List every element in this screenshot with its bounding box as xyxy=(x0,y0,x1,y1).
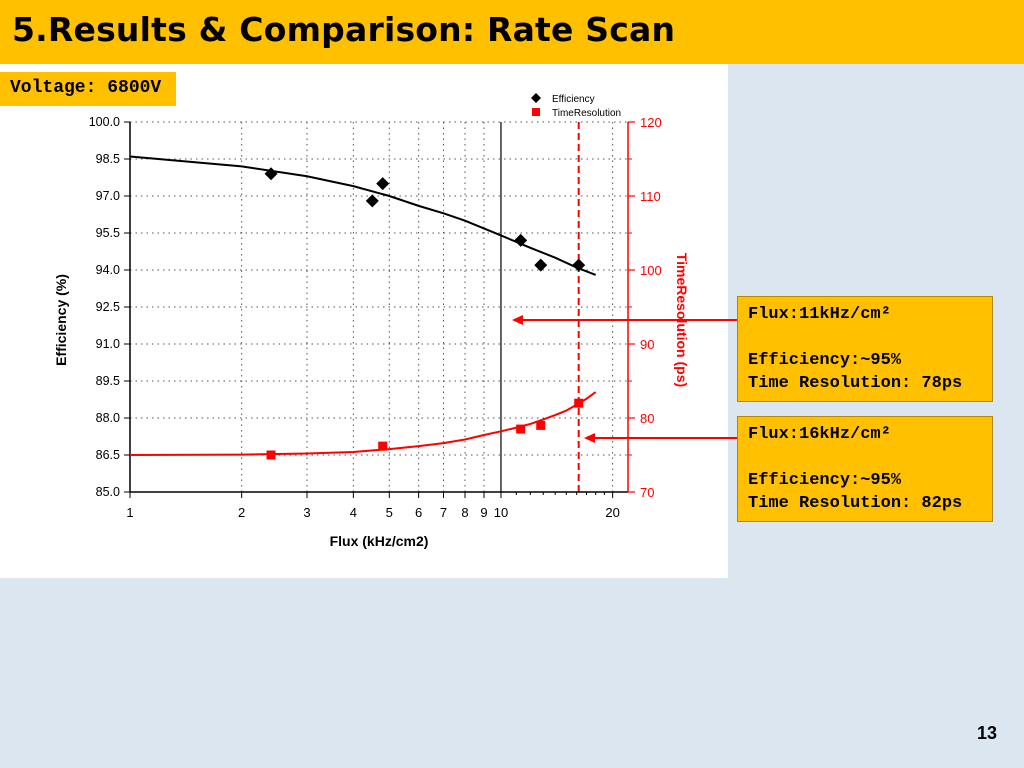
y-tick-label: 94.0 xyxy=(96,263,120,277)
y-tick-label: 95.5 xyxy=(96,226,120,240)
y-tick-label: 86.5 xyxy=(96,448,120,462)
efficiency-point xyxy=(534,258,548,272)
fit-line-timeresolution xyxy=(129,391,597,456)
x-tick-label: 20 xyxy=(605,505,619,520)
y2-tick-label: 100 xyxy=(640,263,662,278)
y2-tick-label: 110 xyxy=(640,189,661,204)
y-axis-label: Efficiency (%) xyxy=(53,274,69,366)
slide-title: 5.Results & Comparison: Rate Scan xyxy=(12,10,676,49)
y2-tick-label: 70 xyxy=(640,485,654,500)
y2-tick-label: 80 xyxy=(640,411,654,426)
timeresolution-point xyxy=(536,420,546,430)
x-tick-label: 4 xyxy=(350,505,357,520)
rate-scan-chart: 1 2 3 4 5 6 7 8 9 10 20 85.0 86.5 88.0 89.5 91.0 92.5 94.… xyxy=(53,93,728,549)
legend-diamond-icon xyxy=(531,93,541,103)
y2-tick-label: 120 xyxy=(640,115,662,130)
legend-square-icon xyxy=(532,108,540,116)
arrow-16khz-head xyxy=(584,433,595,443)
x-tick-label: 5 xyxy=(386,505,393,520)
y-tick-label: 85.0 xyxy=(96,485,120,499)
y-tick-label: 97.0 xyxy=(96,189,120,203)
annotation-box-11khz: Flux:11kHz/cm² Efficiency:~95% Time Reso… xyxy=(737,296,993,402)
legend-label: Efficiency xyxy=(552,94,595,105)
grid-lines xyxy=(129,121,628,493)
y-tick-label: 88.0 xyxy=(96,411,120,425)
arrow-11khz-head xyxy=(512,315,523,325)
timeresolution-point xyxy=(378,441,388,451)
annotation-box-16khz: Flux:16kHz/cm² Efficiency:~95% Time Reso… xyxy=(737,416,993,522)
x-tick-label: 1 xyxy=(126,505,133,520)
annotation-flux: Flux:11kHz/cm² xyxy=(748,305,891,324)
y2-tick-label: 90 xyxy=(640,337,654,352)
x-tick-label: 7 xyxy=(440,505,447,520)
efficiency-point xyxy=(365,194,379,208)
x-tick-label: 6 xyxy=(415,505,422,520)
annotation-time-resolution: Time Resolution: 82ps xyxy=(748,494,963,513)
y-tick-label: 98.5 xyxy=(96,152,120,166)
x-tick-label: 8 xyxy=(461,505,468,520)
timeresolution-point xyxy=(516,424,526,434)
voltage-label: Voltage: 6800V xyxy=(0,72,176,106)
annotation-flux: Flux:16kHz/cm² xyxy=(748,425,891,444)
y-tick-label: 100.0 xyxy=(89,115,120,129)
legend: Efficiency TimeResolution xyxy=(531,93,621,119)
timeresolution-point xyxy=(266,450,276,460)
efficiency-point xyxy=(572,258,586,272)
title-bar: 5.Results & Comparison: Rate Scan xyxy=(0,0,1024,64)
annotation-time-resolution: Time Resolution: 78ps xyxy=(748,374,963,393)
efficiency-point xyxy=(376,177,390,191)
annotation-efficiency: Efficiency:~95% xyxy=(748,351,902,370)
x-tick-label: 9 xyxy=(480,505,487,520)
efficiency-point xyxy=(514,233,528,247)
x-tick-label: 2 xyxy=(238,505,245,520)
x-tick-label: 10 xyxy=(494,505,508,520)
y-tick-label: 91.0 xyxy=(96,337,120,351)
y-tick-label: 89.5 xyxy=(96,374,120,388)
efficiency-point xyxy=(264,167,278,181)
timeresolution-point xyxy=(574,398,584,408)
annotation-efficiency: Efficiency:~95% xyxy=(748,471,902,490)
y-tick-label: 92.5 xyxy=(96,300,120,314)
page-number: 13 xyxy=(976,723,997,743)
x-tick-label: 3 xyxy=(303,505,310,520)
legend-label: TimeResolution xyxy=(552,108,621,119)
x-axis-label: Flux (kHz/cm2) xyxy=(330,533,429,549)
fit-line-efficiency xyxy=(129,155,597,276)
